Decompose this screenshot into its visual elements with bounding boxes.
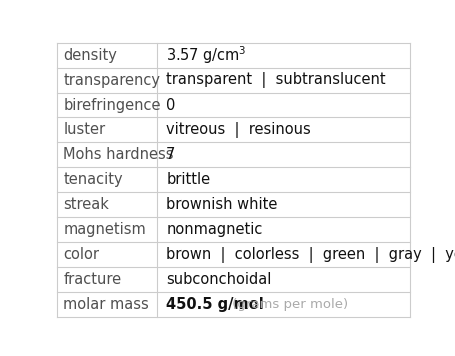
Text: brownish white: brownish white	[166, 197, 278, 212]
Text: 3.57 g/cm$^3$: 3.57 g/cm$^3$	[166, 44, 247, 66]
Text: magnetism: magnetism	[63, 222, 146, 237]
Text: birefringence: birefringence	[63, 98, 161, 112]
Text: molar mass: molar mass	[63, 297, 149, 312]
Text: 7: 7	[166, 147, 176, 162]
Text: 0: 0	[166, 98, 176, 112]
Text: fracture: fracture	[63, 272, 121, 287]
Text: subconchoidal: subconchoidal	[166, 272, 272, 287]
Text: (grams per mole): (grams per mole)	[228, 298, 348, 311]
Text: tenacity: tenacity	[63, 172, 123, 187]
Text: transparency: transparency	[63, 73, 160, 88]
Text: color: color	[63, 247, 99, 262]
Text: brown  |  colorless  |  green  |  gray  |  yellow: brown | colorless | green | gray | yello…	[166, 247, 455, 262]
Text: density: density	[63, 48, 117, 63]
Text: Mohs hardness: Mohs hardness	[63, 147, 174, 162]
Text: luster: luster	[63, 122, 106, 137]
Text: 450.5 g/mol: 450.5 g/mol	[166, 297, 264, 312]
Text: vitreous  |  resinous: vitreous | resinous	[166, 122, 311, 138]
Text: nonmagnetic: nonmagnetic	[166, 222, 263, 237]
Text: streak: streak	[63, 197, 109, 212]
Text: brittle: brittle	[166, 172, 210, 187]
Text: transparent  |  subtranslucent: transparent | subtranslucent	[166, 72, 386, 88]
